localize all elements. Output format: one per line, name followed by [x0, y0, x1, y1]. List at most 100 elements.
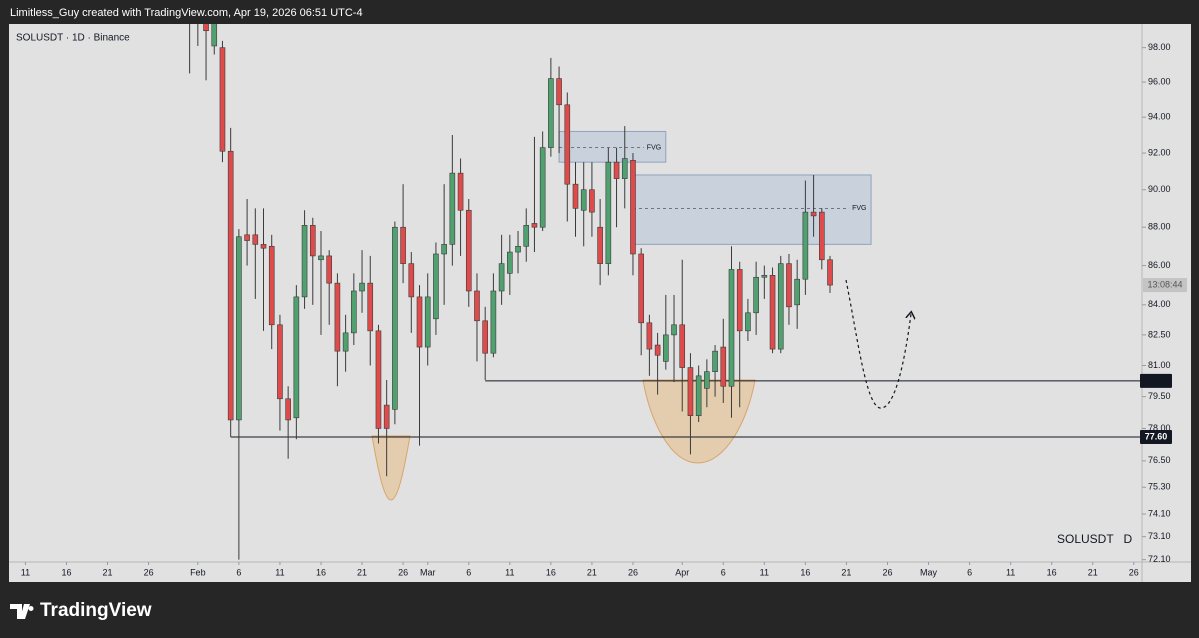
y-tick-label: 86.00 [1148, 260, 1171, 270]
candle-body [400, 226, 406, 264]
y-tick-label: 81.00 [1148, 360, 1171, 370]
y-tick-label: 98.00 [1148, 42, 1171, 52]
countdown: 13:08:44 [1147, 279, 1182, 289]
fvg-label: FVG [647, 144, 661, 151]
candle-body [227, 150, 234, 421]
x-tick-label: 26 [1129, 567, 1139, 577]
x-tick-label: 11 [1006, 567, 1015, 577]
x-tick-label: 21 [357, 567, 367, 577]
y-tick-label: 92.00 [1148, 147, 1171, 157]
x-tick-label: 16 [316, 567, 326, 577]
candle-body [580, 189, 587, 211]
candle-body [465, 209, 472, 292]
candle-body [392, 226, 398, 410]
y-tick-label: 75.30 [1148, 482, 1171, 492]
candle-body [301, 225, 308, 298]
candle-body [408, 263, 415, 298]
candle-body [293, 296, 300, 419]
x-tick-label: 26 [144, 567, 154, 577]
level-price-box [1140, 430, 1172, 445]
x-tick-label: 11 [275, 567, 284, 577]
candle-body [309, 225, 316, 257]
candle-body [630, 160, 636, 255]
candle-body [490, 290, 497, 354]
candle-body [663, 334, 669, 362]
candle-body [433, 253, 439, 320]
candle-body [268, 245, 275, 326]
candle-body [679, 324, 686, 368]
candle-body [277, 324, 283, 400]
x-tick-label: Feb [190, 567, 206, 577]
candle-body [236, 236, 242, 421]
x-tick-label: 21 [587, 567, 597, 577]
candle-body [695, 375, 702, 416]
y-tick-label: 72.10 [1148, 554, 1171, 564]
candle-body [523, 225, 530, 247]
candle-body [605, 161, 612, 264]
candle-body [786, 263, 792, 308]
tradingview-logo: TradingView [10, 600, 152, 621]
candle-body [753, 276, 759, 314]
y-tick-label: 88.00 [1148, 222, 1171, 232]
y-tick-label: 73.10 [1148, 531, 1171, 541]
candle-body [482, 320, 488, 354]
candle-body [589, 189, 595, 213]
level-price-label: 77.60 [1145, 431, 1168, 441]
logo-text: TradingView [40, 600, 152, 621]
x-tick-label: 21 [841, 567, 851, 577]
candle-body [794, 278, 800, 306]
y-tick-label: 76.50 [1148, 455, 1171, 465]
chart-panel [9, 24, 1191, 582]
x-tick-label: 11 [505, 567, 514, 577]
candle-body [539, 147, 546, 228]
x-tick-label: Mar [420, 567, 436, 577]
candle-body [342, 332, 349, 352]
candle-body [687, 367, 694, 416]
candle-body [449, 172, 456, 245]
x-tick-label: 16 [800, 567, 810, 577]
x-tick-label: 11 [21, 567, 30, 577]
x-tick-label: 21 [1088, 567, 1098, 577]
candle-body [638, 253, 644, 324]
logo-icon [10, 604, 34, 619]
candle-body [424, 296, 431, 348]
x-tick-label: 26 [628, 567, 638, 577]
x-tick-label: 6 [967, 567, 972, 577]
candle-body [777, 263, 784, 350]
y-tick-label: 96.00 [1148, 76, 1171, 86]
x-tick-label: 16 [61, 567, 71, 577]
candle-body [728, 269, 735, 387]
projection-arrow [845, 279, 911, 409]
x-tick-label: 16 [546, 567, 556, 577]
candle-body [704, 371, 710, 389]
watermark: SOLUSDT D [1057, 532, 1132, 546]
fvg-label: FVG [852, 205, 866, 212]
candle-body [367, 282, 374, 332]
x-tick-label: Apr [675, 567, 689, 577]
candle-body [507, 251, 513, 274]
candle-body [318, 255, 324, 261]
x-tick-label: 26 [398, 567, 408, 577]
x-tick-label: 6 [466, 567, 471, 577]
candle-body [761, 275, 768, 278]
header: Limitless_Guy created with TradingView.c… [10, 7, 363, 19]
candle-body [441, 244, 447, 255]
plot: FVG FVG [189, 24, 1142, 560]
candle-body [712, 350, 718, 372]
candle-body [621, 158, 628, 179]
symbol-label: SOLUSDT · 1D · Binance [16, 33, 130, 44]
x-tick-label: May [920, 567, 938, 577]
candle-body [383, 404, 390, 429]
candle-body [359, 282, 365, 292]
candle-body [827, 259, 833, 286]
x-tick-label: 6 [236, 567, 241, 577]
candle-body [457, 172, 464, 211]
y-tick-label: 82.50 [1148, 329, 1171, 339]
y-tick-label: 78.00 [1148, 423, 1171, 433]
candle-body [531, 223, 538, 228]
candle-body [819, 211, 825, 261]
candle-body [597, 226, 603, 264]
candle-body [548, 78, 554, 148]
